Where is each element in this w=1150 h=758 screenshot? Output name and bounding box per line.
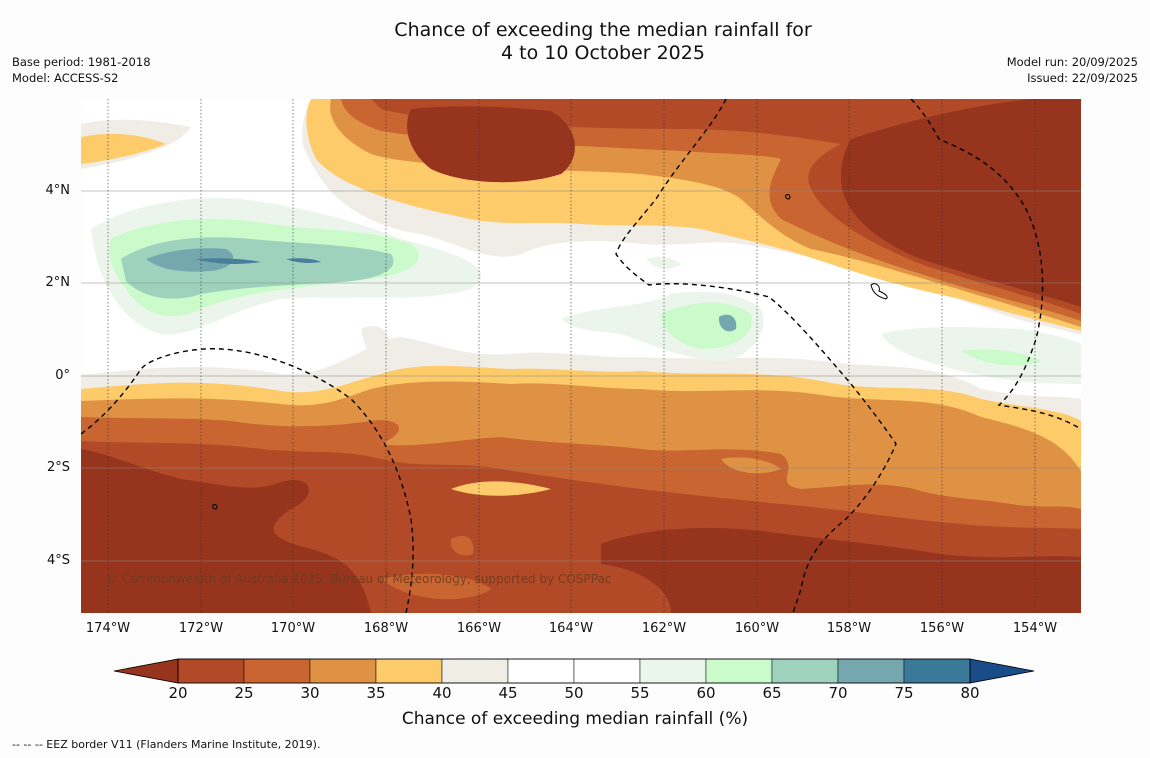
islands — [212, 194, 888, 510]
north-band-15a — [841, 99, 1081, 307]
colorbar-segment — [771, 658, 839, 684]
colorbar-segment — [177, 658, 245, 684]
wet-band-75 — [196, 258, 261, 264]
central-wet-60 — [661, 302, 752, 349]
colorbar-segment — [573, 658, 641, 684]
nw-35-patch — [81, 133, 166, 164]
lon-label-160w: 160°W — [734, 621, 780, 636]
wet-band-70 — [146, 248, 234, 272]
lon-label-158w: 158°W — [826, 621, 872, 636]
island-kiritimati — [870, 283, 888, 300]
lon-label-172w: 172°W — [178, 621, 224, 636]
colorbar-tick-label: 55 — [630, 684, 650, 702]
eez-border-west — [81, 348, 414, 613]
map-canvas — [81, 99, 1081, 613]
eez-footnote: -- -- -- EEZ border V11 (Flanders Marine… — [12, 738, 321, 751]
south-pocket-25b — [450, 535, 474, 556]
east-wet-60 — [961, 349, 1041, 366]
lon-label-174w: 174°W — [85, 621, 131, 636]
colorbar-tick-label: 40 — [432, 684, 452, 702]
colorbar-extend-high — [969, 658, 1035, 684]
title-line-2: 4 to 10 October 2025 — [501, 42, 705, 64]
graticule-lat — [81, 190, 1081, 562]
colorbar-tick-label: 80 — [960, 684, 980, 702]
eez-border-east — [910, 99, 1081, 430]
central-wet-55b — [646, 256, 681, 269]
base-period: Base period: 1981-2018 — [12, 55, 151, 69]
map-title: Chance of exceeding the median rainfall … — [0, 19, 1150, 65]
colorbar-tick-label: 65 — [762, 684, 782, 702]
model-run: Model run: 20/09/2025 — [1006, 55, 1138, 69]
colorbar-frame — [177, 658, 971, 684]
colorbar-tick-label: 75 — [894, 684, 914, 702]
south-pocket-30a — [721, 457, 781, 474]
lat-label-4s: 4°S — [46, 553, 70, 568]
colorbar-segment — [243, 658, 311, 684]
colorbar-tick-label: 35 — [366, 684, 386, 702]
lat-label-2n: 2°N — [45, 275, 71, 290]
colorbar-segment — [309, 658, 377, 684]
lat-label-equator: 0° — [55, 368, 70, 383]
south-band-15b — [601, 527, 1081, 613]
colorbar-segment — [639, 658, 707, 684]
wet-band-75b — [286, 258, 321, 263]
north-band-15b — [407, 106, 575, 183]
lon-label-168w: 168°W — [363, 621, 409, 636]
colorbar-segments — [114, 658, 1035, 684]
lon-label-154w: 154°W — [1012, 621, 1058, 636]
issued-date: Issued: 22/09/2025 — [1027, 71, 1138, 85]
lat-label-4n: 4°N — [45, 183, 71, 198]
graticule-lon — [107, 99, 1036, 613]
colorbar-segment — [441, 658, 509, 684]
island-small-1 — [785, 194, 791, 200]
lat-label-2s: 2°S — [46, 460, 70, 475]
eez-border-north — [615, 99, 897, 613]
colorbar-tick-label: 25 — [234, 684, 254, 702]
colorbar-tick-label: 30 — [300, 684, 320, 702]
lon-label-164w: 164°W — [548, 621, 594, 636]
rainfall-map — [81, 99, 1081, 613]
lon-label-166w: 166°W — [456, 621, 502, 636]
colorbar-segment — [903, 658, 971, 684]
colorbar-tick-label: 70 — [828, 684, 848, 702]
lon-label-170w: 170°W — [270, 621, 316, 636]
metadata-right: Model run: 20/09/2025 Issued: 22/09/2025 — [1007, 54, 1138, 86]
colorbar-tick-label: 20 — [168, 684, 188, 702]
colorbar-segment — [837, 658, 905, 684]
colorbar-label: Chance of exceeding median rainfall (%) — [401, 709, 749, 729]
south-pocket-35 — [451, 481, 551, 496]
copyright-notice: © Commonwealth of Australia 2025, Bureau… — [106, 572, 612, 586]
colorbar-tick-label: 45 — [498, 684, 518, 702]
island-small-2 — [212, 504, 218, 510]
colorbar-extend-low — [114, 658, 179, 684]
eez-borders — [81, 99, 1081, 613]
model-name: Model: ACCESS-S2 — [12, 71, 119, 85]
lon-label-156w: 156°W — [919, 621, 965, 636]
title-line-1: Chance of exceeding the median rainfall … — [394, 19, 812, 41]
west-mid-40 — [361, 325, 396, 363]
south-pocket-25 — [381, 573, 491, 600]
colorbar — [114, 658, 1035, 684]
metadata-left: Base period: 1981-2018 Model: ACCESS-S2 — [12, 54, 151, 86]
colorbar-segment — [705, 658, 773, 684]
colorbar-segment — [507, 658, 575, 684]
colorbar-tick-label: 50 — [564, 684, 584, 702]
lon-label-162w: 162°W — [641, 621, 687, 636]
south-pocket-30b — [831, 439, 891, 461]
central-wet-70 — [718, 314, 737, 332]
colorbar-tick-label: 60 — [696, 684, 716, 702]
south-band-15a — [81, 449, 371, 613]
colorbar-segment — [375, 658, 443, 684]
